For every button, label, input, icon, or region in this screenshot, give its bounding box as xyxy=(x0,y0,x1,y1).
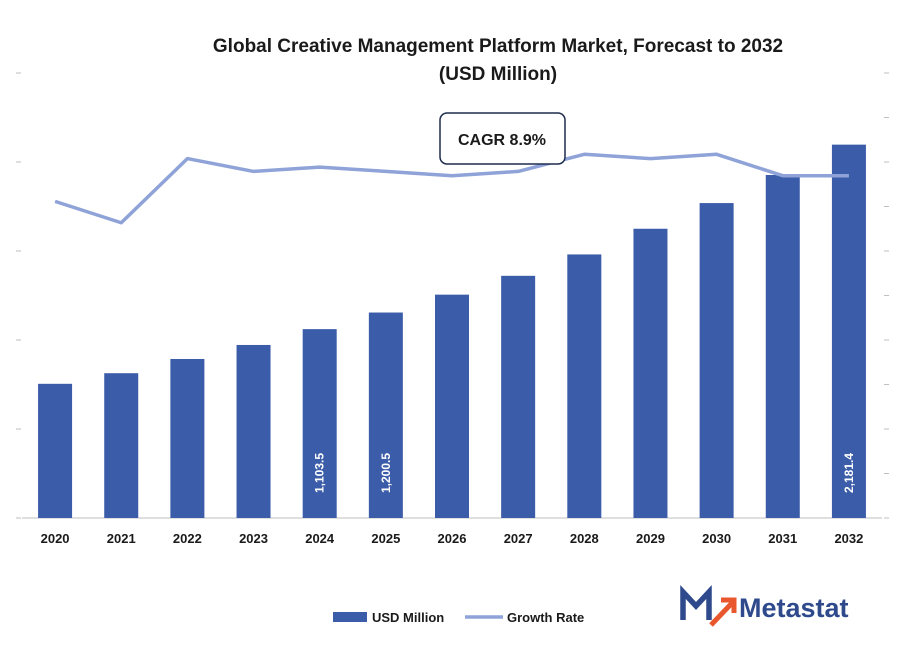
chart-title: Global Creative Management Platform Mark… xyxy=(213,36,783,57)
bar-2020 xyxy=(38,383,73,518)
cagr-box xyxy=(439,112,566,165)
bar-2022 xyxy=(170,358,205,518)
cagr-callout: CAGR 8.9% xyxy=(439,112,566,165)
x-tick-label-2028: 2028 xyxy=(570,531,599,546)
metastat-logo-text: Metastat xyxy=(739,593,849,623)
x-tick-label-2020: 2020 xyxy=(41,531,70,546)
data-label-2024: 1,103.5 xyxy=(313,453,327,493)
bar-2028 xyxy=(567,254,602,518)
bars xyxy=(38,144,866,519)
growth-rate-line xyxy=(54,152,849,225)
x-tick-label-2031: 2031 xyxy=(768,531,797,546)
x-tick-label-2022: 2022 xyxy=(173,531,202,546)
bar-2027 xyxy=(501,275,536,518)
data-label-2032: 2,181.4 xyxy=(842,453,856,493)
x-tick-label-2023: 2023 xyxy=(239,531,268,546)
legend-line-label: Growth Rate xyxy=(507,610,584,625)
metastat-logo: Metastat xyxy=(680,584,849,627)
legend: USD Million Growth Rate xyxy=(333,610,584,625)
metastat-logo-mark xyxy=(680,584,737,627)
x-tick-label-2025: 2025 xyxy=(371,531,400,546)
bar-2023 xyxy=(236,344,271,518)
bar-2031 xyxy=(765,175,800,518)
chart-subtitle: (USD Million) xyxy=(439,64,557,85)
bar-data-labels: 1,103.5 1,200.5 2,181.4 xyxy=(313,453,856,493)
x-tick-label-2032: 2032 xyxy=(834,531,863,546)
x-tick-label-2030: 2030 xyxy=(702,531,731,546)
x-tick-label-2027: 2027 xyxy=(504,531,533,546)
bar-2024 xyxy=(302,329,337,518)
x-tick-label-2026: 2026 xyxy=(438,531,467,546)
bar-2030 xyxy=(699,203,734,519)
left-axis-ticks xyxy=(16,72,21,519)
bar-2021 xyxy=(104,373,139,518)
bar-2029 xyxy=(633,228,668,518)
legend-bar-label: USD Million xyxy=(372,610,444,625)
bar-2026 xyxy=(435,294,469,518)
x-tick-label-2024: 2024 xyxy=(305,531,335,546)
data-label-2025: 1,200.5 xyxy=(379,453,393,493)
bar-2032 xyxy=(831,144,866,518)
x-tick-label-2029: 2029 xyxy=(636,531,665,546)
right-axis-ticks xyxy=(884,72,889,519)
x-tick-label-2021: 2021 xyxy=(107,531,136,546)
bar-2025 xyxy=(368,312,403,518)
legend-bar-swatch xyxy=(333,612,367,622)
x-tick-labels: 2020 2021 2022 2023 2024 2025 2026 2027 2028 2029… xyxy=(41,531,864,546)
cagr-label: CAGR 8.9% xyxy=(458,132,546,149)
